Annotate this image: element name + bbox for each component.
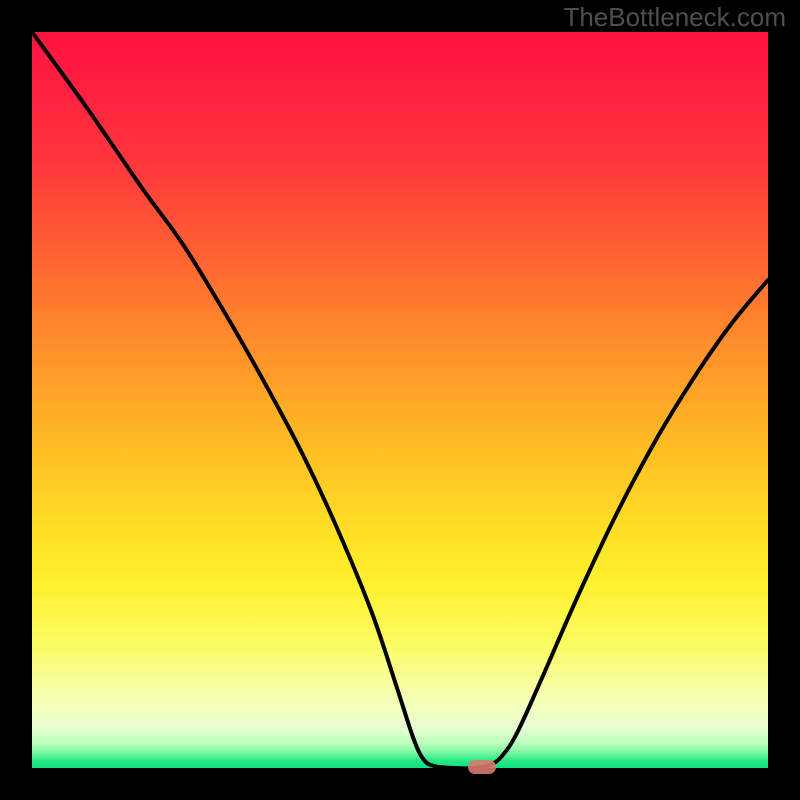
plot-area xyxy=(32,32,768,768)
bottleneck-chart: TheBottleneck.com xyxy=(0,0,800,800)
optimum-marker xyxy=(468,760,496,774)
watermark-text: TheBottleneck.com xyxy=(563,2,786,32)
